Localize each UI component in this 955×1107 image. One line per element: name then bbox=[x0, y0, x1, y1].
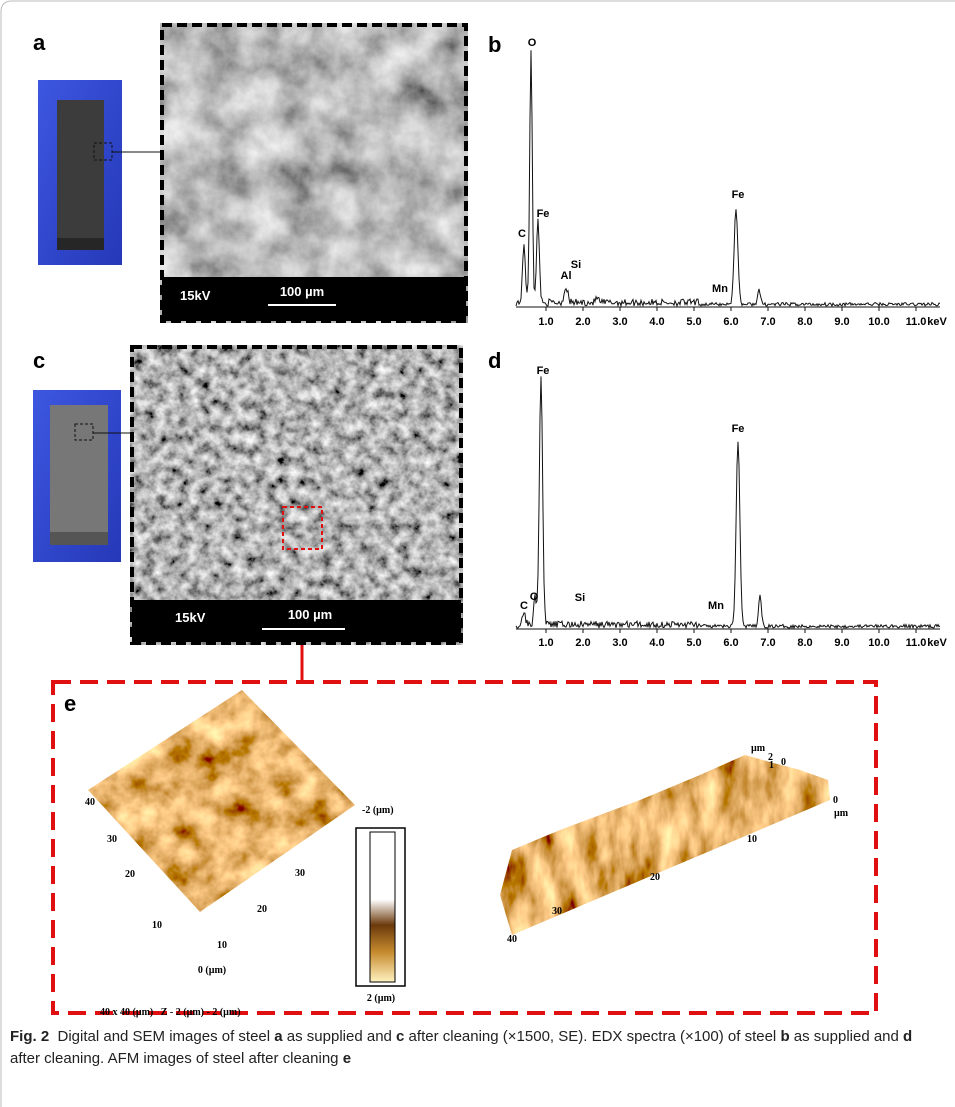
tick-label: 6.0 bbox=[723, 637, 738, 649]
page: { "panel_labels": ["a", "b", "c", "d", "… bbox=[0, 0, 955, 1107]
afm-z-tick: 0 bbox=[781, 757, 786, 768]
peak-label: Mn bbox=[708, 600, 724, 612]
panel-label: d bbox=[488, 348, 501, 373]
peak-label: Fe bbox=[732, 423, 745, 435]
tick-label: 8.0 bbox=[797, 637, 812, 649]
tick-label: 7.0 bbox=[760, 637, 775, 649]
tick-label: 3.0 bbox=[612, 316, 627, 328]
peak-label: Mn bbox=[712, 283, 728, 295]
tick-label: 5.0 bbox=[686, 637, 701, 649]
peak-label: Fe bbox=[732, 189, 745, 201]
tick-label: 4.0 bbox=[649, 316, 664, 328]
panel-label: a bbox=[33, 30, 46, 55]
caption-text: e bbox=[343, 1050, 351, 1067]
caption-text: d bbox=[903, 1028, 912, 1045]
color-bar bbox=[370, 832, 395, 982]
sem-image bbox=[132, 347, 461, 643]
tick-label: 8.0 bbox=[797, 316, 812, 328]
afm-tick: 40 bbox=[85, 797, 95, 808]
tick-label: 1.0 bbox=[538, 637, 553, 649]
figure: a b c d e 15kV 100 µm 15kV 100 µm 40 30 … bbox=[0, 0, 955, 1107]
afm-info: 40 x 40 (µm) Z - 2 (µm) - 2 (µm) bbox=[100, 1007, 241, 1018]
steel-sample bbox=[50, 405, 108, 545]
afm-origin: 0 (µm) bbox=[198, 965, 226, 976]
sem-voltage: 15kV bbox=[175, 610, 206, 625]
caption-text: after cleaning (×1500, SE). EDX spectra … bbox=[404, 1028, 780, 1045]
afm-tick: 40 bbox=[507, 934, 517, 945]
sem-image bbox=[162, 25, 466, 321]
peak-label: O bbox=[530, 591, 539, 603]
steel-edge bbox=[57, 238, 104, 250]
afm-tick: 10 bbox=[217, 940, 227, 951]
tick-label: 10.0 bbox=[868, 637, 889, 649]
afm-tick: 20 bbox=[257, 904, 267, 915]
tick-label: 2.0 bbox=[575, 637, 590, 649]
afm-tick: 30 bbox=[107, 834, 117, 845]
sem-scale: 100 µm bbox=[288, 607, 332, 622]
peak-label: Fe bbox=[537, 365, 550, 377]
caption: Fig. 2 Digital and SEM images of steel a… bbox=[10, 1026, 945, 1070]
afm-z-bottom: 2 (µm) bbox=[367, 993, 395, 1004]
tick-label: 7.0 bbox=[760, 316, 775, 328]
sem-voltage: 15kV bbox=[180, 288, 211, 303]
tick-label: 11.0 bbox=[906, 637, 927, 649]
tick-label: 6.0 bbox=[723, 316, 738, 328]
caption-text: as supplied and bbox=[790, 1028, 903, 1045]
spectrum-trace bbox=[516, 376, 940, 628]
caption-text: b bbox=[780, 1028, 789, 1045]
peak-label: Si bbox=[571, 259, 581, 271]
afm-tick: 30 bbox=[552, 906, 562, 917]
peak-label: C bbox=[518, 228, 526, 240]
steel-edge bbox=[50, 532, 108, 545]
tick-label: 11.0 bbox=[906, 316, 927, 328]
axis-unit: keV bbox=[927, 637, 947, 649]
tick-label: 3.0 bbox=[612, 637, 627, 649]
afm-tick: 30 bbox=[295, 868, 305, 879]
tick-label: 1.0 bbox=[538, 316, 553, 328]
panel-label: c bbox=[33, 348, 45, 373]
afm-tick: 20 bbox=[125, 869, 135, 880]
caption-text: a bbox=[274, 1028, 282, 1045]
steel-sample bbox=[57, 100, 104, 250]
tick-label: 4.0 bbox=[649, 637, 664, 649]
tick-label: 9.0 bbox=[834, 316, 849, 328]
afm-surface bbox=[80, 680, 370, 920]
afm-unit: µm bbox=[834, 808, 849, 819]
afm-tick: 10 bbox=[152, 920, 162, 931]
sem-scale: 100 µm bbox=[280, 284, 324, 299]
peak-label: O bbox=[528, 37, 537, 49]
tick-label: 10.0 bbox=[868, 316, 889, 328]
peak-label: Al bbox=[561, 270, 572, 282]
peak-label: C bbox=[520, 600, 528, 612]
afm-tick: 20 bbox=[650, 872, 660, 883]
caption-text: Digital and SEM images of steel bbox=[49, 1028, 274, 1045]
panel-label: b bbox=[488, 32, 501, 57]
afm-z-top: -2 (µm) bbox=[362, 805, 394, 816]
tick-label: 9.0 bbox=[834, 637, 849, 649]
tick-label: 2.0 bbox=[575, 316, 590, 328]
caption-text: as supplied and bbox=[283, 1028, 396, 1045]
peak-label: Si bbox=[575, 592, 585, 604]
caption-text: Fig. 2 bbox=[10, 1028, 49, 1045]
afm-z-unit: µm bbox=[751, 743, 766, 754]
afm-texture bbox=[80, 680, 370, 920]
tick-label: 5.0 bbox=[686, 316, 701, 328]
panel-label: e bbox=[64, 691, 76, 716]
afm-origin: 0 bbox=[833, 795, 838, 806]
afm-z-tick: 1 bbox=[769, 760, 774, 771]
axis-unit: keV bbox=[927, 316, 947, 328]
peak-label: Fe bbox=[537, 208, 550, 220]
afm-tick: 10 bbox=[747, 834, 757, 845]
